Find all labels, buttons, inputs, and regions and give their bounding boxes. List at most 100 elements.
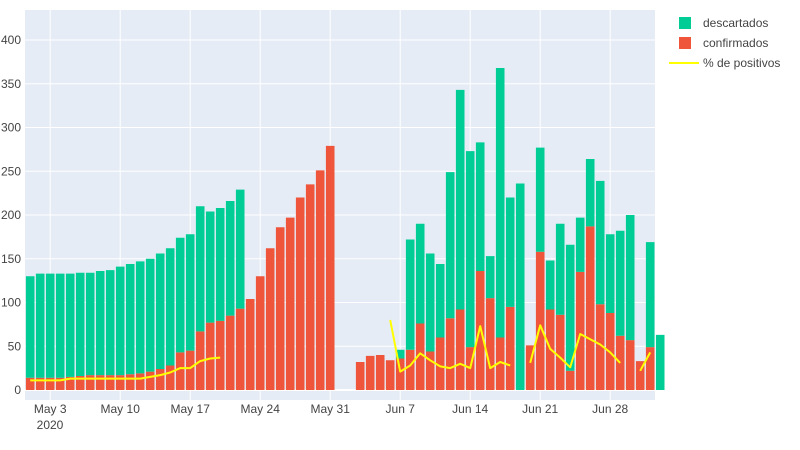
bar-descartados[interactable] — [405, 239, 415, 350]
bar-confirmados[interactable] — [555, 314, 565, 390]
bar-descartados[interactable] — [45, 273, 55, 378]
bar-descartados[interactable] — [485, 256, 495, 299]
bar-confirmados[interactable] — [405, 349, 415, 390]
bar-confirmados[interactable] — [325, 145, 335, 390]
bar-confirmados[interactable] — [275, 227, 285, 390]
bar-confirmados[interactable] — [355, 362, 365, 390]
bar-confirmados[interactable] — [585, 226, 595, 390]
bar-descartados[interactable] — [205, 211, 215, 323]
bar-descartados[interactable] — [455, 89, 465, 310]
bar-confirmados[interactable] — [255, 276, 265, 390]
bar-confirmados[interactable] — [535, 251, 545, 390]
bar-confirmados[interactable] — [155, 369, 165, 390]
bar-descartados[interactable] — [125, 264, 135, 375]
bar-descartados[interactable] — [585, 159, 595, 227]
bar-descartados[interactable] — [605, 234, 615, 313]
bar-confirmados[interactable] — [305, 184, 315, 390]
bar-descartados[interactable] — [195, 206, 205, 332]
line-positivos-segment[interactable] — [529, 324, 621, 369]
bar-descartados[interactable] — [215, 208, 225, 321]
bar-confirmados[interactable] — [415, 323, 425, 391]
bar-confirmados[interactable] — [205, 322, 215, 390]
bar-confirmados[interactable] — [375, 355, 385, 390]
bar-descartados[interactable] — [625, 215, 635, 341]
line-positivos-segment[interactable] — [389, 319, 511, 373]
bar-confirmados[interactable] — [455, 309, 465, 391]
bar-confirmados[interactable] — [85, 375, 95, 390]
legend-item-positivos[interactable]: % de positivos — [669, 56, 780, 70]
bar-descartados[interactable] — [435, 264, 445, 338]
bar-descartados[interactable] — [415, 223, 425, 324]
bar-confirmados[interactable] — [435, 337, 445, 391]
bar-confirmados[interactable] — [485, 298, 495, 390]
bar-confirmados[interactable] — [445, 318, 455, 390]
bar-descartados[interactable] — [35, 273, 45, 378]
bar-descartados[interactable] — [155, 253, 165, 370]
bar-descartados[interactable] — [475, 142, 485, 271]
bar-confirmados[interactable] — [385, 360, 395, 390]
bar-descartados[interactable] — [225, 201, 235, 316]
bar-confirmados[interactable] — [265, 248, 275, 390]
bar-confirmados[interactable] — [295, 197, 305, 391]
bar-confirmados[interactable] — [165, 365, 175, 391]
bar-descartados[interactable] — [565, 244, 575, 371]
bar-confirmados[interactable] — [245, 299, 255, 390]
bar-confirmados[interactable] — [365, 355, 375, 390]
bar-descartados[interactable] — [645, 242, 655, 348]
bar-descartados[interactable] — [535, 147, 545, 252]
bar-descartados[interactable] — [545, 260, 555, 310]
bar-descartados[interactable] — [25, 276, 35, 378]
bar-descartados[interactable] — [115, 266, 125, 376]
bar-confirmados[interactable] — [145, 371, 155, 390]
bar-confirmados[interactable] — [425, 351, 435, 391]
legend-item-descartados[interactable]: descartados — [679, 16, 768, 30]
bar-confirmados[interactable] — [135, 373, 145, 390]
bar-confirmados[interactable] — [55, 377, 65, 390]
bar-descartados[interactable] — [425, 253, 435, 352]
bar-descartados[interactable] — [655, 334, 665, 390]
bar-descartados[interactable] — [505, 197, 515, 307]
bar-confirmados[interactable] — [395, 358, 405, 391]
bar-confirmados[interactable] — [315, 170, 325, 390]
bar-confirmados[interactable] — [565, 370, 575, 390]
bar-confirmados[interactable] — [505, 306, 515, 390]
bar-confirmados[interactable] — [525, 345, 535, 390]
bar-confirmados[interactable] — [25, 377, 35, 390]
bar-descartados[interactable] — [55, 273, 65, 378]
bar-confirmados[interactable] — [645, 347, 655, 390]
bar-descartados[interactable] — [575, 217, 585, 272]
bar-confirmados[interactable] — [495, 337, 505, 391]
bar-descartados[interactable] — [145, 258, 155, 372]
bar-descartados[interactable] — [465, 151, 475, 348]
bar-confirmados[interactable] — [595, 304, 605, 390]
line-positivos-segment[interactable] — [30, 356, 221, 382]
bar-descartados[interactable] — [515, 183, 525, 391]
bar-descartados[interactable] — [165, 248, 175, 366]
bar-confirmados[interactable] — [215, 320, 225, 390]
bar-confirmados[interactable] — [75, 376, 85, 390]
bar-confirmados[interactable] — [35, 377, 45, 390]
bar-confirmados[interactable] — [105, 375, 115, 390]
line-positivos-segment[interactable] — [639, 351, 652, 372]
legend-item-confirmados[interactable]: confirmados — [679, 36, 768, 50]
bar-descartados[interactable] — [395, 349, 405, 359]
bar-confirmados[interactable] — [125, 374, 135, 390]
bar-descartados[interactable] — [615, 230, 625, 336]
bar-descartados[interactable] — [135, 261, 145, 374]
bar-descartados[interactable] — [595, 180, 605, 305]
legend[interactable]: descartados confirmados % de positivos — [669, 16, 780, 70]
bar-confirmados[interactable] — [45, 377, 55, 390]
bar-confirmados[interactable] — [115, 375, 125, 390]
bar-confirmados[interactable] — [95, 375, 105, 390]
bar-descartados[interactable] — [75, 272, 85, 376]
bar-descartados[interactable] — [555, 223, 565, 315]
bar-confirmados[interactable] — [575, 271, 585, 390]
bar-confirmados[interactable] — [235, 308, 245, 390]
bar-confirmados[interactable] — [285, 217, 295, 390]
bar-descartados[interactable] — [185, 234, 195, 351]
bar-descartados[interactable] — [105, 270, 115, 376]
bar-confirmados[interactable] — [175, 352, 185, 390]
bar-confirmados[interactable] — [475, 271, 485, 390]
bar-descartados[interactable] — [85, 272, 95, 376]
bar-confirmados[interactable] — [185, 350, 195, 390]
